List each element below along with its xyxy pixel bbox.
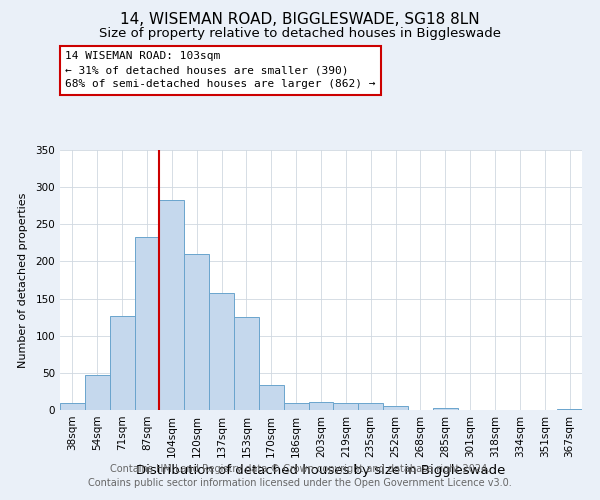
Text: Size of property relative to detached houses in Biggleswade: Size of property relative to detached ho… xyxy=(99,28,501,40)
Bar xyxy=(110,316,134,410)
Bar xyxy=(334,402,358,410)
Bar xyxy=(284,404,308,410)
X-axis label: Distribution of detached houses by size in Biggleswade: Distribution of detached houses by size … xyxy=(136,464,506,477)
Bar xyxy=(184,254,209,410)
Bar xyxy=(234,317,259,410)
Bar xyxy=(209,294,234,410)
Text: Contains HM Land Registry data © Crown copyright and database right 2024.
Contai: Contains HM Land Registry data © Crown c… xyxy=(88,464,512,487)
Bar xyxy=(557,408,582,410)
Bar xyxy=(60,402,85,410)
Text: 14 WISEMAN ROAD: 103sqm
← 31% of detached houses are smaller (390)
68% of semi-d: 14 WISEMAN ROAD: 103sqm ← 31% of detache… xyxy=(65,51,376,89)
Bar xyxy=(383,406,408,410)
Bar xyxy=(259,384,284,410)
Bar xyxy=(134,237,160,410)
Bar xyxy=(358,404,383,410)
Y-axis label: Number of detached properties: Number of detached properties xyxy=(19,192,28,368)
Bar xyxy=(85,375,110,410)
Text: 14, WISEMAN ROAD, BIGGLESWADE, SG18 8LN: 14, WISEMAN ROAD, BIGGLESWADE, SG18 8LN xyxy=(120,12,480,28)
Bar xyxy=(433,408,458,410)
Bar xyxy=(160,200,184,410)
Bar xyxy=(308,402,334,410)
